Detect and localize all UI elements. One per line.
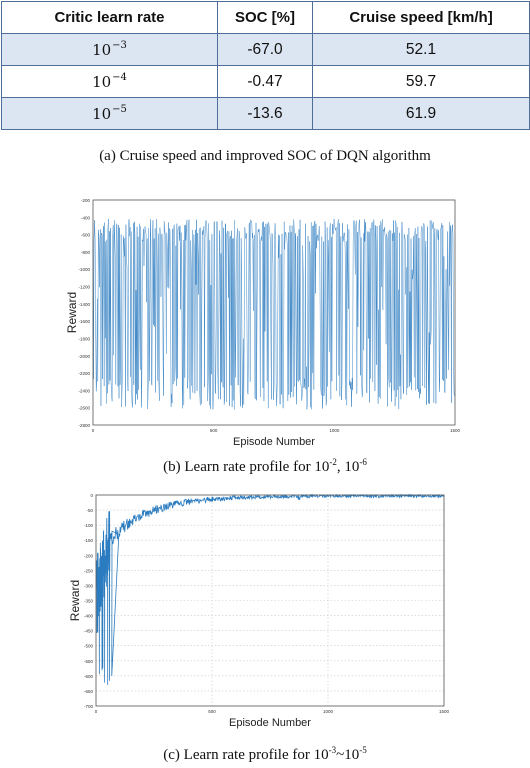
- x-tick-label: 1000: [329, 428, 340, 433]
- x-tick-label: 1000: [323, 709, 334, 714]
- y-tick-label: -150: [84, 538, 94, 543]
- speed-cell: 59.7: [312, 65, 530, 98]
- soc-cell: -0.47: [217, 65, 313, 98]
- reward-series-line: [95, 493, 445, 685]
- plot-frame: [92, 199, 456, 426]
- y-tick-label: -200: [84, 553, 94, 558]
- table-row: 10−4 -0.47 59.7: [1, 65, 530, 98]
- y-axis-label: Reward: [65, 292, 79, 333]
- table-row: 10−5 -13.6 61.9: [1, 97, 530, 130]
- plot-area: [96, 495, 444, 706]
- y-tick-label: -250: [84, 568, 94, 573]
- y-tick-label: -1800: [78, 336, 90, 341]
- y-axis-label: Reward: [68, 580, 82, 621]
- y-tick-label: -650: [84, 689, 94, 694]
- y-tick-label: -2800: [78, 423, 90, 428]
- reward-chart-c: 0 -50 -100 -150 -200 -250 -300 -350 -400 -450 -500…: [68, 493, 450, 729]
- y-tick-label: -1400: [78, 302, 90, 307]
- reward-chart-b: -200 -400 -600 -800 -1000 -1200 -1400 -1600 -180…: [65, 198, 461, 448]
- x-tick-label: 0: [92, 428, 95, 433]
- y-tick-label: -1200: [78, 285, 90, 290]
- x-tick-label: 1500: [450, 428, 461, 433]
- y-tick-label: -450: [84, 629, 94, 634]
- y-tick-label: -500: [84, 644, 94, 649]
- y-tick-label: -50: [86, 508, 93, 513]
- x-axis-label: Episode Number: [233, 436, 315, 448]
- y-tick-label: 0: [90, 493, 93, 498]
- x-tick-label: 1500: [439, 709, 450, 714]
- reward-series-line: [92, 219, 455, 410]
- table-header-row: Critic learn rate SOC [%] Cruise speed […: [1, 1, 530, 34]
- soc-cell: -13.6: [217, 97, 313, 130]
- results-table: Critic learn rate SOC [%] Cruise speed […: [1, 1, 530, 130]
- y-tick-label: -2200: [78, 371, 90, 376]
- caption-b: (b) Learn rate profile for 10-2, 10-6: [163, 457, 367, 475]
- header-cruise-speed: Cruise speed [km/h]: [312, 1, 530, 34]
- y-tick-label: -2600: [78, 406, 90, 411]
- y-tick-label: -600: [81, 233, 91, 238]
- caption-a: (a) Cruise speed and improved SOC of DQN…: [99, 148, 431, 164]
- header-soc: SOC [%]: [217, 1, 313, 34]
- y-tick-label: -700: [84, 704, 94, 709]
- x-tick-label: 500: [208, 709, 216, 714]
- caption-c: (c) Learn rate profile for 10-3~10-5: [163, 745, 367, 763]
- learn-rate-cell: 10−3: [1, 33, 218, 66]
- y-tick-label: -300: [84, 583, 94, 588]
- y-tick-label: -1600: [78, 319, 90, 324]
- y-tick-label: -600: [84, 674, 94, 679]
- y-tick-label: -2000: [78, 354, 90, 359]
- y-tick-label: -400: [81, 215, 91, 220]
- x-axis-label: Episode Number: [229, 717, 311, 729]
- y-tick-label: -200: [81, 198, 91, 203]
- y-tick-label: -800: [81, 250, 91, 255]
- table-row: 10−3 -67.0 52.1: [1, 33, 530, 66]
- plot-frame: [95, 494, 445, 707]
- x-tick-label: 500: [210, 428, 218, 433]
- learn-rate-cell: 10−4: [1, 65, 218, 98]
- learn-rate-cell: 10−5: [1, 97, 218, 130]
- y-tick-label: -550: [84, 659, 94, 664]
- y-tick-label: -100: [84, 523, 94, 528]
- soc-cell: -67.0: [217, 33, 313, 66]
- y-tick-label: -350: [84, 599, 94, 604]
- header-critic-learn-rate: Critic learn rate: [1, 1, 218, 34]
- speed-cell: 61.9: [312, 97, 530, 130]
- speed-cell: 52.1: [312, 33, 530, 66]
- y-tick-label: -400: [84, 614, 94, 619]
- x-tick-label: 0: [95, 709, 98, 714]
- y-tick-label: -1000: [78, 267, 90, 272]
- y-tick-label: -2400: [78, 388, 90, 393]
